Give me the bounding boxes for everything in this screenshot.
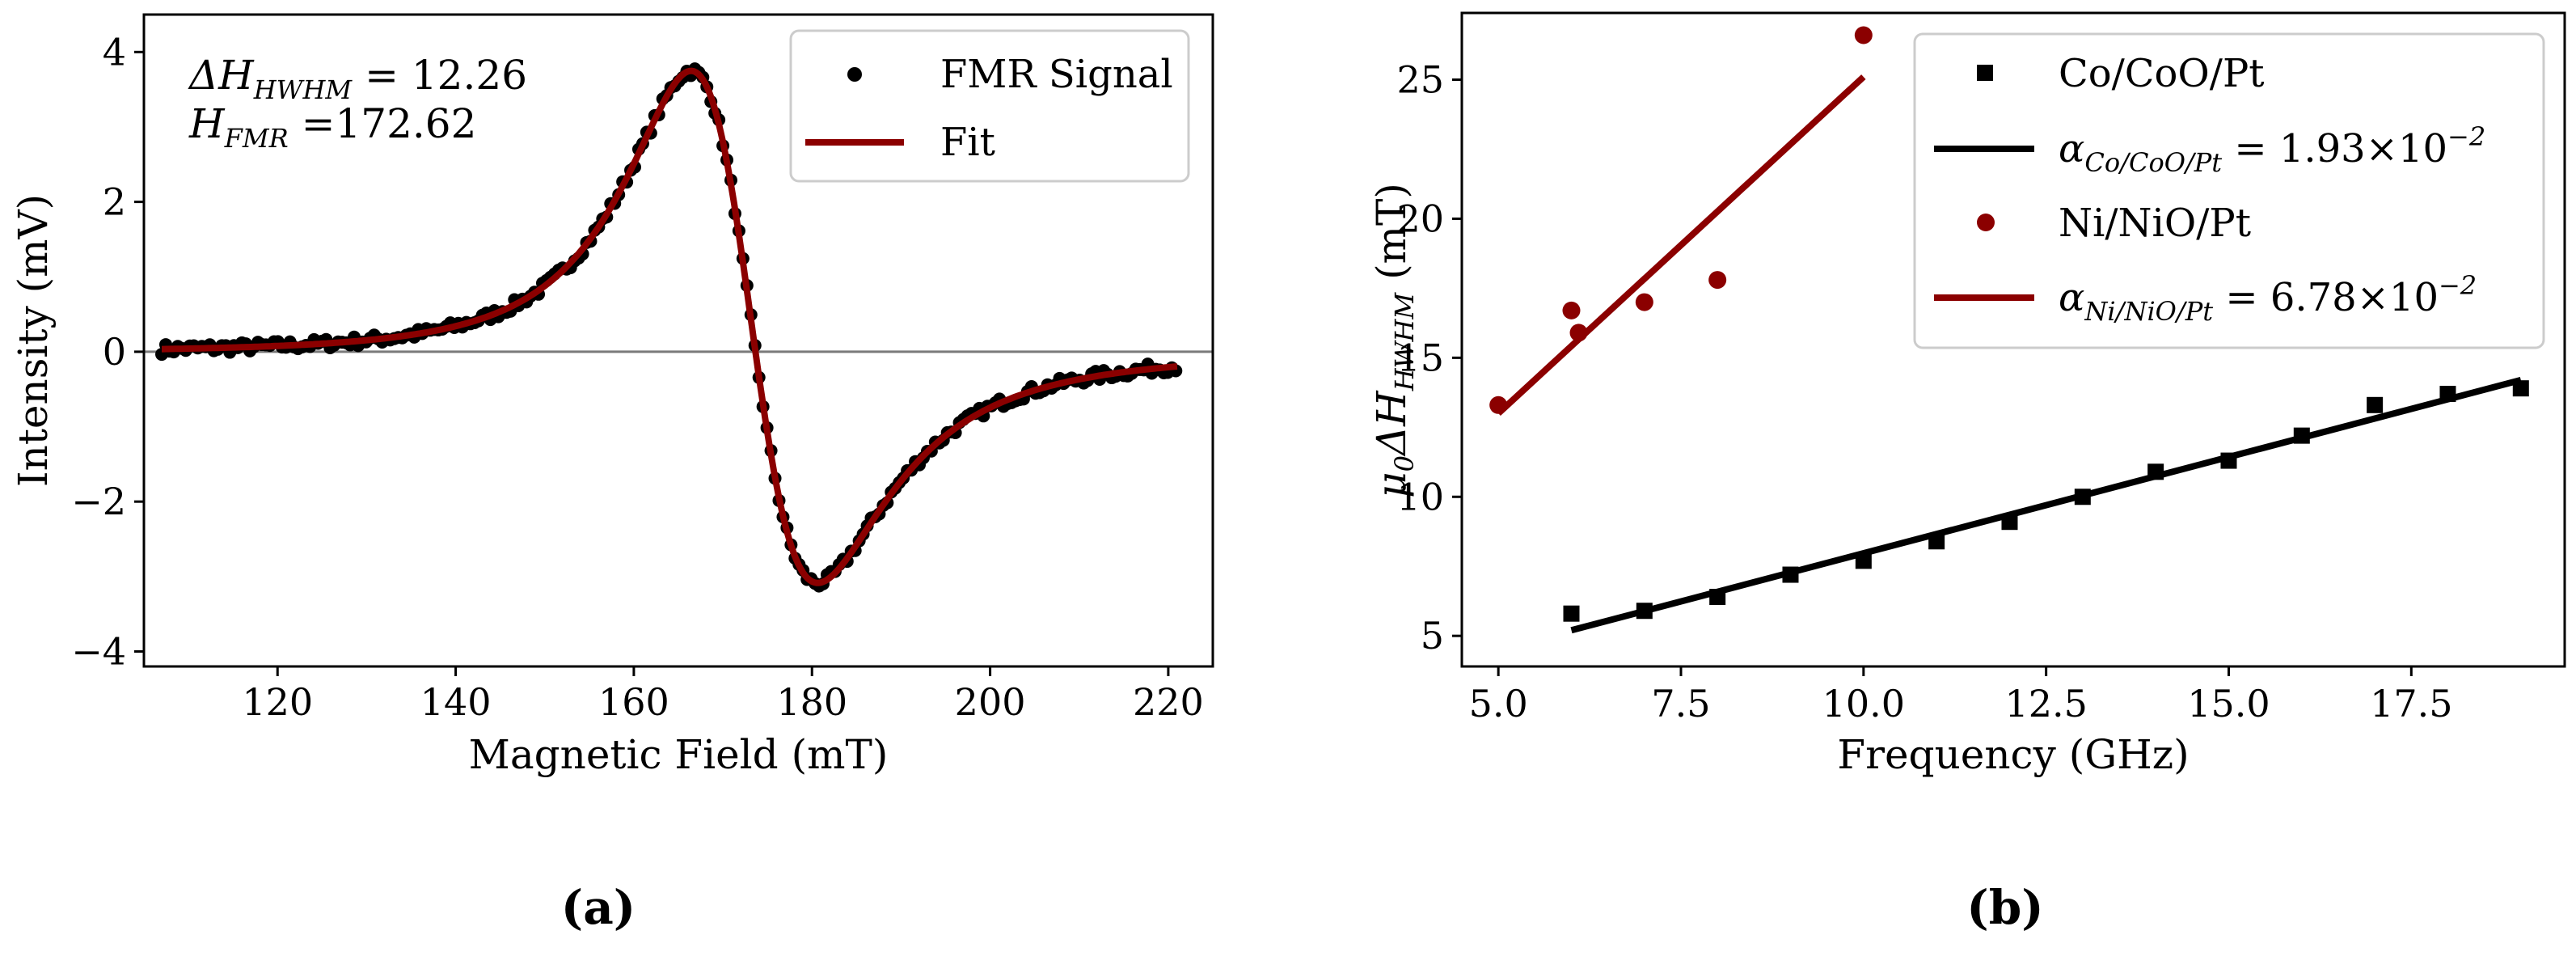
x-tick-label: 220 [1133,680,1204,724]
co-fit-line [1570,376,2522,634]
co-data-point [2074,489,2091,505]
ni-data-point [1854,26,1873,44]
legend-co-label: Co/CoO/Pt [2059,51,2265,96]
y-tick-label: 20 [1396,197,1444,240]
fit-curve [162,67,1178,586]
co-data-point [1563,605,1580,622]
plot-frame-b [1460,11,2566,668]
co-data-point [2439,386,2456,403]
y-tick-label: 5 [1421,614,1444,658]
ni-fit-line [1496,74,1866,417]
panel-a-chart: 120 140 160 180 200 220 4 2 0 −2 −4 Magnetic Fiel… [10,13,1214,935]
y-tick-label: 15 [1396,336,1444,379]
y-tick-label: 2 [103,180,126,224]
ni-data-point [1708,271,1727,290]
legend-box-b [1913,32,2545,349]
ni-data-point [1562,301,1581,319]
y-axis-label-b: μ0ΔHHWHM (mT) [1368,183,1420,498]
co-data-point [1928,533,1945,550]
y-axis-label-a: Intensity (mV) [10,194,57,487]
ni-data-point [1635,293,1653,311]
y-tick-label: 0 [103,330,126,374]
x-tick-label: 200 [955,680,1026,724]
legend-b: Co/CoO/Pt αCo/CoO/Pt = 1.93×10−2 Ni/NiO/… [1913,32,2545,349]
x-tick-label: 10.0 [1822,682,1905,725]
x-axis-label-a: Magnetic Field (mT) [469,731,889,778]
caption-b: (b) [1966,880,2043,935]
fit-lines-b [1496,74,2522,634]
x-tick-label: 15.0 [2187,682,2270,725]
co-data-point [1855,552,1872,569]
y-tick-label: 25 [1396,58,1444,102]
legend-co-fit-label: αCo/CoO/Pt = 1.93×10−2 [2059,121,2485,178]
panel-b-chart: 5.0 7.5 10.0 12.5 15.0 17.5 5 10 15 20 25 Frequen… [1368,11,2566,935]
caption-a: (a) [561,880,636,935]
y-tick-label: −2 [71,480,126,523]
legend-a: FMR Signal Fit [789,29,1190,183]
co-data-point [1636,603,1653,620]
legend-signal-label: FMR Signal [940,52,1173,97]
x-tick-label: 7.5 [1651,682,1710,725]
x-axis-label-b: Frequency (GHz) [1837,731,2189,778]
hfmr-annotation: HFMR =172.62 [188,100,476,154]
x-tick-label: 180 [776,680,847,724]
x-axis-ticks-b: 5.0 7.5 10.0 12.5 15.0 17.5 [1469,666,2453,725]
legend-signal-marker [847,67,862,82]
legend-ni-fit-label: αNi/NiO/Pt = 6.78×10−2 [2059,270,2477,327]
x-axis-ticks-a: 120 140 160 180 200 220 [242,666,1204,724]
y-tick-label: 4 [103,30,126,74]
co-data-point [2293,427,2310,444]
data-points-b [1489,26,2529,622]
co-data-point [1782,566,1799,583]
co-data-point [2512,380,2529,397]
ni-data-point [1489,396,1508,414]
y-axis-ticks-a: 4 2 0 −2 −4 [71,30,144,673]
hwhm-annotation: ΔHHWHM = 12.26 [188,52,527,105]
legend-fit-label: Fit [940,120,995,165]
y-tick-label: −4 [71,629,126,673]
plot-frame-a [142,13,1214,668]
legend-ni-label: Ni/NiO/Pt [2059,201,2251,246]
co-data-point [2001,514,2018,531]
legend-ni-marker [1977,214,1995,231]
ni-data-point [1569,324,1588,342]
co-data-point [1709,589,1726,606]
y-tick-label: 10 [1396,475,1444,518]
x-tick-label: 120 [242,680,313,724]
x-tick-label: 17.5 [2370,682,2452,725]
co-data-point [2147,463,2164,480]
co-data-point [2220,452,2237,469]
x-tick-label: 12.5 [2004,682,2087,725]
y-axis-ticks-b: 5 10 15 20 25 [1396,58,1462,658]
x-tick-label: 5.0 [1469,682,1528,725]
x-tick-label: 140 [420,680,492,724]
co-data-point [2367,396,2384,413]
legend-co-marker [1977,65,1993,81]
x-tick-label: 160 [598,680,669,724]
